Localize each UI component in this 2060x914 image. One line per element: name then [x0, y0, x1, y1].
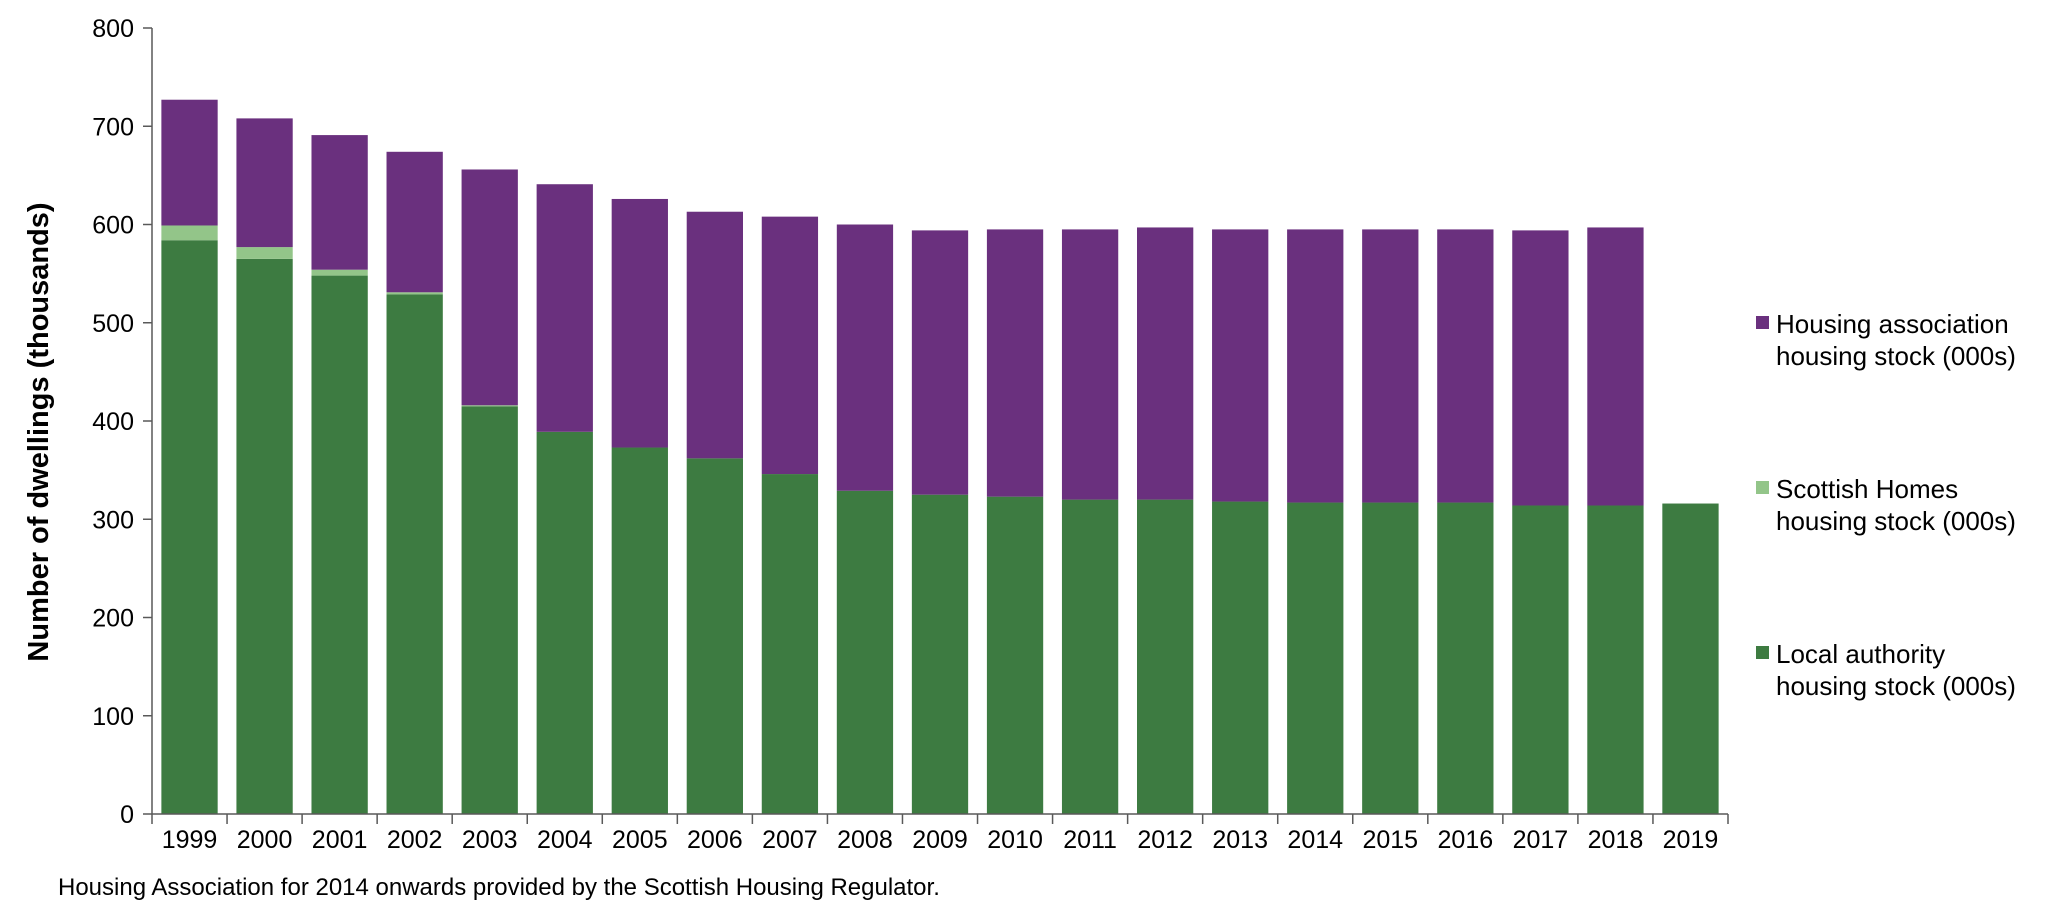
legend-swatch [1756, 646, 1769, 659]
bar-segment-2009-series-2 [911, 230, 969, 495]
x-tick-label-2015: 2015 [1362, 826, 1418, 854]
bar-segment-2003-series-0 [461, 406, 518, 814]
x-tick-label-2000: 2000 [237, 826, 293, 854]
bar-segment-2000-series-2 [236, 118, 293, 248]
bar-segment-2014-series-0 [1287, 502, 1344, 814]
bar-segment-2012-series-0 [1137, 499, 1194, 814]
stacked-bar-chart: 0 100 200 300 400 500 600 700 800 1999 2000 2001 200… [23, 15, 2016, 854]
bar-segment-2007-series-2 [761, 216, 819, 475]
x-tick-label-2014: 2014 [1287, 826, 1343, 854]
bar-segment-2005-series-2 [611, 198, 668, 448]
bar-segment-2015-series-2 [1362, 229, 1419, 503]
bar-segment-2001-series-1 [311, 269, 368, 276]
y-tick-label-800: 800 [92, 15, 134, 43]
x-tick-label-2011: 2011 [1063, 826, 1117, 854]
bar-segment-2001-series-0 [311, 275, 368, 815]
x-tick-label-2017: 2017 [1513, 826, 1569, 854]
bar-segment-2018-series-0 [1587, 505, 1644, 814]
x-tick-label-2008: 2008 [837, 826, 893, 854]
x-tick-label-2009: 2009 [912, 826, 968, 854]
bar-segment-2017-series-0 [1512, 505, 1569, 814]
bar-segment-1999-series-2 [161, 99, 218, 226]
bar-segment-2010-series-2 [986, 229, 1044, 497]
x-tick-label-2010: 2010 [987, 826, 1043, 854]
bar-segment-2009-series-0 [911, 494, 969, 814]
legend-label-line: housing stock (000s) [1776, 341, 2016, 371]
x-tick-label-2004: 2004 [537, 826, 593, 854]
y-tick-label-700: 700 [92, 113, 134, 141]
bar-segment-2005-series-0 [611, 447, 668, 814]
x-tick-label-2006: 2006 [687, 826, 743, 854]
x-tick-label-2001: 2001 [312, 826, 368, 854]
bar-segment-1999-series-0 [161, 240, 218, 815]
bar-segment-2008-series-2 [836, 224, 894, 491]
bar-segment-2013-series-0 [1212, 501, 1269, 814]
x-tick-label-2012: 2012 [1137, 826, 1193, 854]
bar-segment-2013-series-2 [1212, 229, 1269, 502]
y-axis-title: Number of dwellings (thousands) [23, 202, 55, 661]
bar-segment-2016-series-2 [1437, 229, 1494, 503]
bar-segment-2004-series-0 [536, 431, 593, 814]
bar-segment-1999-series-1 [161, 225, 218, 241]
x-tick-label-2019: 2019 [1663, 826, 1719, 854]
x-tick-label-2007: 2007 [762, 826, 818, 854]
legend-swatch [1756, 316, 1769, 329]
bar-segment-2001-series-2 [311, 135, 368, 270]
x-tick-label-1999: 1999 [162, 826, 218, 854]
x-tick-label-2005: 2005 [612, 826, 668, 854]
bar-segment-2017-series-2 [1512, 230, 1569, 506]
legend-label-line: Local authority [1776, 639, 1945, 669]
x-tick-label-2013: 2013 [1212, 826, 1268, 854]
y-tick-label-600: 600 [92, 212, 134, 240]
bar-segment-2003-series-2 [461, 169, 518, 406]
bar-segment-2003-series-1 [461, 405, 518, 407]
legend-swatch [1756, 481, 1769, 494]
bar-segment-2015-series-0 [1362, 502, 1419, 814]
bar-segment-2019-series-0 [1662, 503, 1719, 814]
bar-segment-2014-series-2 [1287, 229, 1344, 503]
source-note: Housing Association for 2014 onwards pro… [58, 874, 940, 901]
bar-segment-2002-series-0 [386, 294, 443, 814]
bar-segment-2011-series-2 [1061, 229, 1119, 500]
bar-segment-2010-series-0 [986, 496, 1044, 814]
bars-layer [161, 99, 1719, 815]
x-tick-label-2016: 2016 [1438, 826, 1494, 854]
x-tick-label-2003: 2003 [462, 826, 518, 854]
legend-label-line: housing stock (000s) [1776, 671, 2016, 701]
x-tick-label-2018: 2018 [1588, 826, 1644, 854]
bar-segment-2006-series-0 [686, 458, 743, 814]
bar-segment-2012-series-2 [1137, 227, 1194, 500]
bar-segment-2002-series-2 [386, 151, 443, 293]
bar-segment-2011-series-0 [1061, 499, 1119, 814]
legend-label-line: Housing association [1776, 309, 2009, 339]
y-tick-label-0: 0 [120, 801, 134, 829]
bar-segment-2008-series-0 [836, 490, 894, 814]
y-tick-label-300: 300 [92, 506, 134, 534]
bar-segment-2007-series-0 [761, 474, 819, 814]
y-tick-label-500: 500 [92, 310, 134, 338]
bar-segment-2006-series-2 [686, 211, 743, 459]
bar-segment-2002-series-1 [386, 292, 443, 295]
bar-segment-2000-series-1 [236, 247, 293, 259]
x-tick-label-2002: 2002 [387, 826, 443, 854]
bar-segment-2000-series-0 [236, 258, 293, 814]
y-tick-label-100: 100 [92, 703, 134, 731]
bar-segment-2018-series-2 [1587, 227, 1644, 506]
y-tick-label-200: 200 [92, 605, 134, 633]
bar-segment-2016-series-0 [1437, 502, 1494, 814]
legend-label-line: Scottish Homes [1776, 474, 1958, 504]
bar-segment-2004-series-2 [536, 184, 593, 432]
axes-layer: 0 100 200 300 400 500 600 700 800 1999 2000 2001 200… [92, 15, 1729, 854]
y-tick-label-400: 400 [92, 408, 134, 436]
legend-label-line: housing stock (000s) [1776, 506, 2016, 536]
